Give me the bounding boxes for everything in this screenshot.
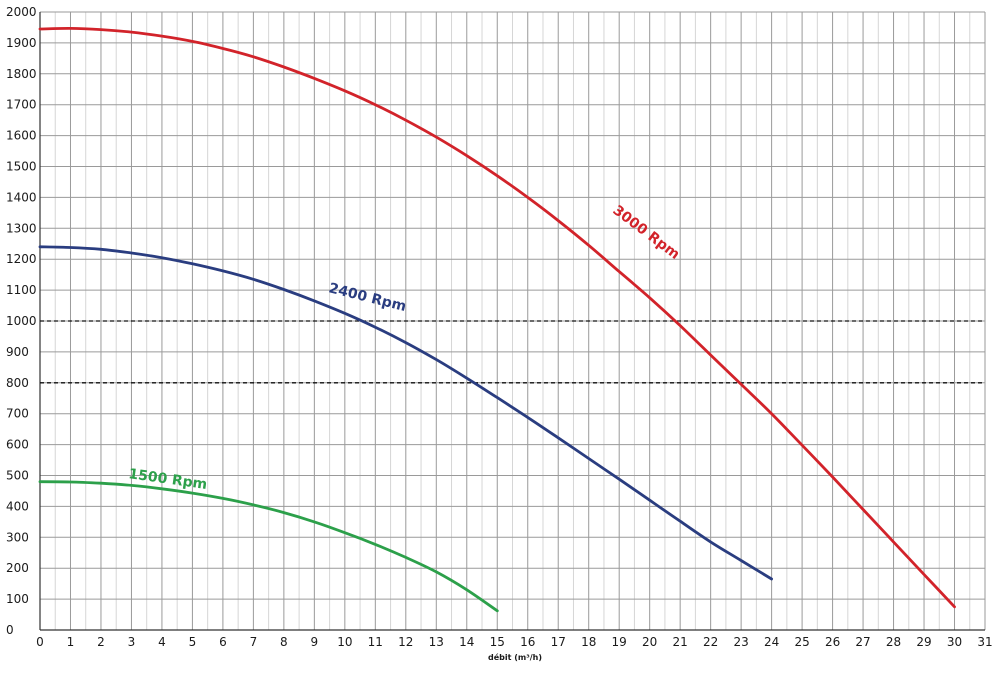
x-tick-label: 28 bbox=[886, 635, 901, 649]
y-axis-ticks: 0 100 200 300 400 500 600 700 800 900 1000 1100 1200… bbox=[6, 5, 37, 637]
series-line-2 bbox=[38, 480, 499, 613]
x-tick-label: 4 bbox=[158, 635, 166, 649]
x-tick-label: 26 bbox=[825, 635, 840, 649]
y-tick-label: 1300 bbox=[6, 221, 37, 235]
x-tick-label: 11 bbox=[368, 635, 383, 649]
x-tick-label: 7 bbox=[250, 635, 258, 649]
x-tick-label: 31 bbox=[977, 635, 992, 649]
x-tick-label: 19 bbox=[612, 635, 627, 649]
x-tick-label: 1 bbox=[67, 635, 75, 649]
x-tick-label: 8 bbox=[280, 635, 288, 649]
y-tick-label: 1000 bbox=[6, 314, 37, 328]
x-tick-label: 24 bbox=[764, 635, 779, 649]
x-tick-label: 21 bbox=[673, 635, 688, 649]
x-tick-label: 3 bbox=[128, 635, 136, 649]
series-line-0 bbox=[38, 26, 956, 609]
y-tick-label: 800 bbox=[6, 376, 29, 390]
y-tick-label: 300 bbox=[6, 530, 29, 544]
x-tick-label: 18 bbox=[581, 635, 596, 649]
y-tick-label: 1700 bbox=[6, 98, 37, 112]
x-tick-label: 16 bbox=[520, 635, 535, 649]
x-tick-label: 25 bbox=[794, 635, 809, 649]
y-tick-label: 1800 bbox=[6, 67, 37, 81]
y-tick-label: 1900 bbox=[6, 36, 37, 50]
y-tick-label: 500 bbox=[6, 469, 29, 483]
series-line-1 bbox=[38, 245, 773, 581]
x-tick-label: 14 bbox=[459, 635, 474, 649]
y-tick-label: 2000 bbox=[6, 5, 37, 19]
x-tick-label: 10 bbox=[337, 635, 352, 649]
x-tick-label: 30 bbox=[947, 635, 962, 649]
y-tick-label: 400 bbox=[6, 499, 29, 513]
x-tick-label: 13 bbox=[429, 635, 444, 649]
y-tick-label: 0 bbox=[6, 623, 14, 637]
x-axis-ticks: 0 1 2 3 4 5 6 7 8 9 10 11 12 13 14 15 16 17 18 19 20 21 22 23 24… bbox=[36, 635, 992, 649]
x-tick-label: 0 bbox=[36, 635, 44, 649]
x-tick-label: 5 bbox=[189, 635, 197, 649]
x-axis-label: débit (m³/h) bbox=[488, 652, 542, 662]
y-tick-label: 1600 bbox=[6, 129, 37, 143]
y-tick-label: 100 bbox=[6, 592, 29, 606]
x-tick-label: 23 bbox=[733, 635, 748, 649]
y-tick-label: 700 bbox=[6, 407, 29, 421]
x-tick-label: 9 bbox=[311, 635, 319, 649]
x-tick-label: 17 bbox=[551, 635, 566, 649]
x-tick-label: 2 bbox=[97, 635, 105, 649]
x-tick-label: 27 bbox=[855, 635, 870, 649]
x-tick-label: 12 bbox=[398, 635, 413, 649]
y-tick-label: 1200 bbox=[6, 252, 37, 266]
x-tick-label: 29 bbox=[916, 635, 931, 649]
x-tick-label: 6 bbox=[219, 635, 227, 649]
y-tick-label: 900 bbox=[6, 345, 29, 359]
y-tick-label: 1400 bbox=[6, 190, 37, 204]
x-tick-label: 20 bbox=[642, 635, 657, 649]
y-tick-label: 1100 bbox=[6, 283, 37, 297]
x-tick-label: 15 bbox=[490, 635, 505, 649]
y-tick-label: 200 bbox=[6, 561, 29, 575]
series-lines bbox=[38, 26, 956, 613]
series-label-0: 3000 Rpm bbox=[610, 202, 683, 262]
y-tick-label: 600 bbox=[6, 438, 29, 452]
x-tick-label: 22 bbox=[703, 635, 718, 649]
y-tick-label: 1500 bbox=[6, 160, 37, 174]
reference-lines bbox=[40, 320, 985, 384]
